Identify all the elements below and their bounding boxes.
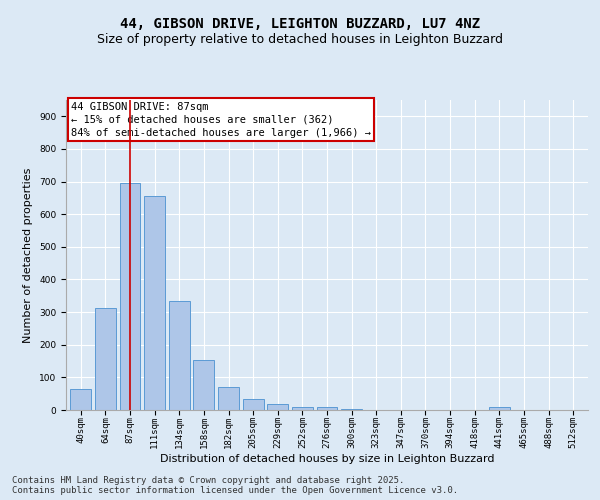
Bar bbox=[242, 399, 263, 410]
Bar bbox=[70, 390, 91, 410]
Bar bbox=[119, 182, 140, 410]
Bar bbox=[489, 408, 510, 410]
Bar bbox=[341, 409, 362, 410]
Bar bbox=[267, 404, 288, 410]
Y-axis label: Number of detached properties: Number of detached properties bbox=[23, 168, 34, 342]
Bar bbox=[169, 300, 190, 410]
Bar bbox=[218, 387, 239, 410]
Text: Contains HM Land Registry data © Crown copyright and database right 2025.
Contai: Contains HM Land Registry data © Crown c… bbox=[12, 476, 458, 495]
Text: 44 GIBSON DRIVE: 87sqm
← 15% of detached houses are smaller (362)
84% of semi-de: 44 GIBSON DRIVE: 87sqm ← 15% of detached… bbox=[71, 102, 371, 138]
Text: 44, GIBSON DRIVE, LEIGHTON BUZZARD, LU7 4NZ: 44, GIBSON DRIVE, LEIGHTON BUZZARD, LU7 … bbox=[120, 18, 480, 32]
Bar bbox=[95, 308, 116, 410]
Bar bbox=[193, 360, 214, 410]
Bar bbox=[144, 196, 165, 410]
X-axis label: Distribution of detached houses by size in Leighton Buzzard: Distribution of detached houses by size … bbox=[160, 454, 494, 464]
Bar bbox=[292, 406, 313, 410]
Bar bbox=[317, 408, 337, 410]
Text: Size of property relative to detached houses in Leighton Buzzard: Size of property relative to detached ho… bbox=[97, 32, 503, 46]
